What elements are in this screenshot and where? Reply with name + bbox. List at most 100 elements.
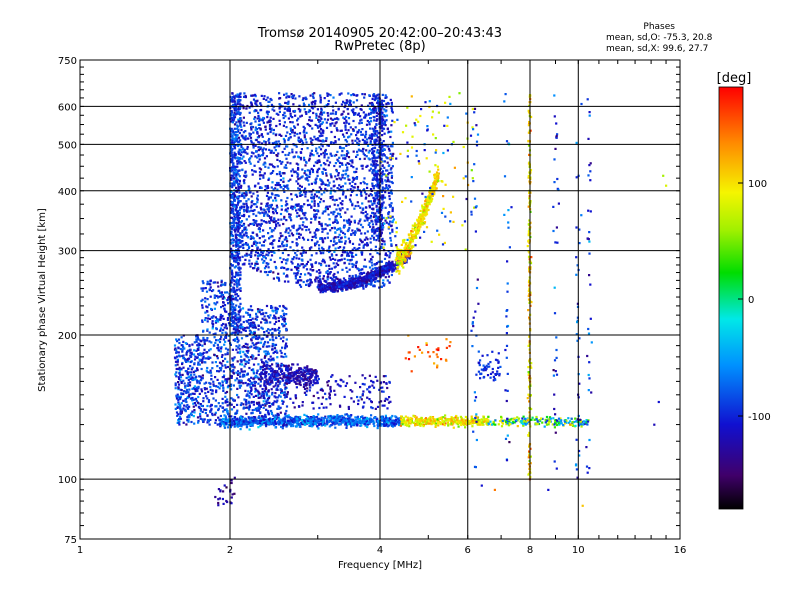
data-point bbox=[230, 174, 233, 177]
data-point bbox=[424, 101, 427, 104]
data-point bbox=[360, 191, 363, 194]
data-point bbox=[375, 160, 379, 163]
data-point bbox=[237, 248, 240, 251]
data-point bbox=[306, 199, 309, 202]
data-point bbox=[374, 167, 377, 170]
data-point bbox=[286, 258, 289, 261]
data-point bbox=[238, 148, 241, 151]
data-point bbox=[423, 217, 426, 220]
data-point bbox=[266, 110, 269, 113]
data-point bbox=[309, 154, 312, 157]
data-point bbox=[269, 196, 272, 199]
data-point bbox=[293, 144, 296, 147]
data-point bbox=[362, 287, 365, 290]
data-point bbox=[306, 260, 310, 263]
data-point bbox=[258, 254, 261, 257]
data-point bbox=[308, 103, 311, 106]
data-point bbox=[265, 98, 268, 102]
data-point bbox=[253, 185, 257, 188]
data-point bbox=[298, 177, 302, 180]
data-point bbox=[418, 221, 421, 224]
data-point bbox=[367, 104, 370, 107]
data-point bbox=[254, 251, 258, 254]
data-point bbox=[377, 142, 380, 145]
data-point bbox=[330, 154, 333, 157]
data-point bbox=[236, 262, 240, 265]
data-point bbox=[238, 175, 241, 178]
data-point bbox=[344, 279, 347, 282]
data-point bbox=[326, 184, 329, 187]
data-point bbox=[230, 281, 233, 284]
data-point bbox=[221, 314, 224, 318]
data-point bbox=[237, 379, 240, 382]
data-point bbox=[361, 208, 364, 211]
data-point bbox=[252, 152, 255, 155]
data-point bbox=[319, 128, 323, 131]
data-point bbox=[341, 173, 344, 177]
data-point bbox=[358, 122, 361, 125]
data-point bbox=[174, 373, 177, 376]
data-point bbox=[235, 278, 239, 281]
data-point bbox=[282, 188, 285, 191]
data-point bbox=[435, 149, 438, 152]
data-point bbox=[405, 247, 408, 250]
data-point bbox=[310, 140, 313, 143]
data-point bbox=[368, 121, 371, 124]
data-point bbox=[233, 183, 236, 186]
data-point bbox=[373, 146, 377, 150]
data-point bbox=[298, 235, 301, 238]
data-point bbox=[372, 93, 376, 96]
data-point bbox=[246, 145, 249, 149]
data-point bbox=[331, 195, 334, 198]
data-point bbox=[232, 321, 236, 324]
data-point bbox=[382, 265, 385, 268]
data-point bbox=[350, 286, 353, 289]
data-point bbox=[260, 134, 263, 137]
data-point bbox=[209, 348, 212, 351]
data-point bbox=[345, 101, 348, 104]
data-point bbox=[231, 295, 235, 298]
data-point bbox=[376, 208, 379, 211]
data-point bbox=[234, 234, 237, 237]
data-point bbox=[290, 198, 293, 201]
data-point bbox=[235, 274, 238, 277]
data-point bbox=[360, 211, 363, 214]
data-point bbox=[178, 341, 181, 345]
data-point bbox=[231, 203, 234, 206]
data-point bbox=[248, 132, 251, 135]
data-point bbox=[308, 169, 311, 172]
data-point bbox=[236, 203, 239, 206]
data-point bbox=[344, 236, 347, 239]
data-point bbox=[373, 139, 376, 142]
data-point bbox=[233, 215, 236, 218]
data-point bbox=[236, 341, 239, 344]
data-point bbox=[373, 178, 377, 181]
data-point bbox=[391, 230, 394, 233]
data-point bbox=[232, 162, 235, 165]
data-point bbox=[262, 176, 265, 179]
data-point bbox=[243, 192, 246, 195]
data-point bbox=[390, 176, 393, 179]
data-point bbox=[296, 228, 299, 231]
data-point bbox=[327, 275, 330, 278]
data-point bbox=[326, 205, 329, 208]
data-point bbox=[261, 148, 264, 151]
data-point bbox=[336, 128, 339, 132]
data-point bbox=[231, 182, 234, 185]
data-point bbox=[320, 117, 323, 120]
data-point bbox=[376, 94, 379, 97]
data-point bbox=[328, 245, 331, 248]
data-point bbox=[386, 279, 389, 282]
data-point bbox=[357, 228, 360, 231]
data-point bbox=[240, 207, 243, 210]
data-point bbox=[338, 188, 341, 191]
data-point bbox=[375, 234, 378, 237]
data-point bbox=[230, 128, 233, 131]
data-point bbox=[351, 242, 355, 245]
data-point bbox=[267, 208, 270, 211]
data-point bbox=[382, 99, 386, 103]
data-point bbox=[313, 193, 317, 196]
data-point bbox=[311, 235, 314, 239]
data-point bbox=[360, 283, 363, 286]
data-point bbox=[385, 217, 388, 220]
